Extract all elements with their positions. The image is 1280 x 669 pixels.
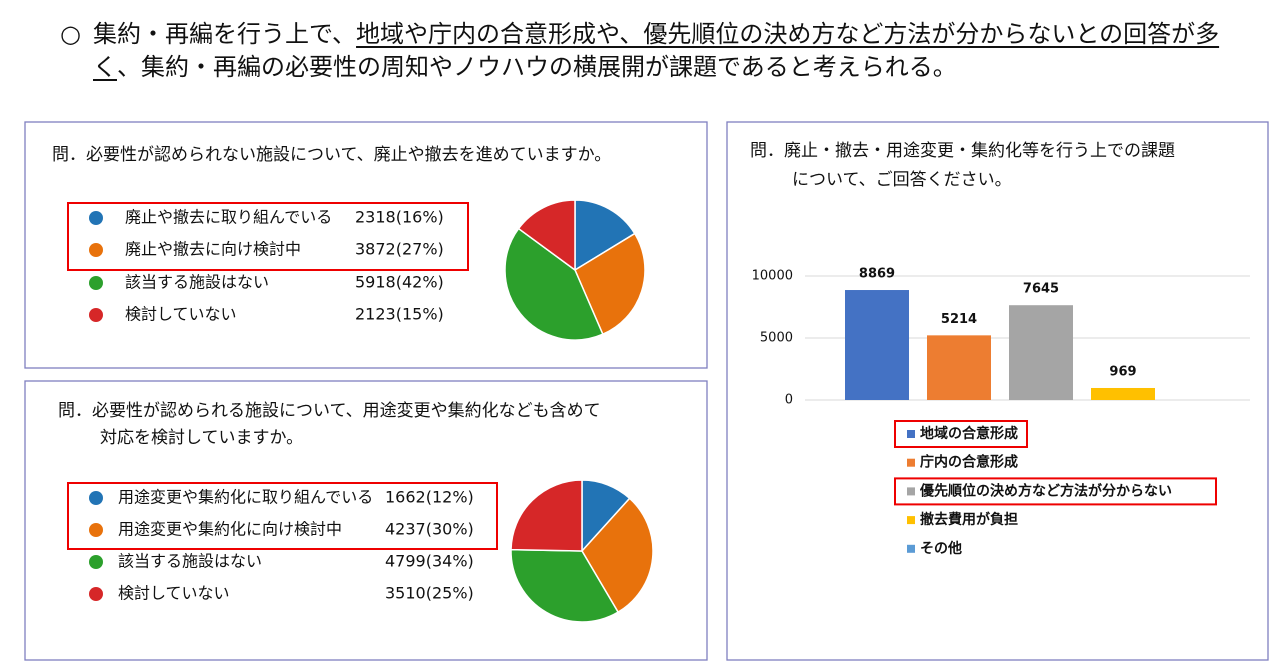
bar: [1009, 305, 1073, 400]
value-label: 2123(15%): [355, 305, 444, 324]
summary-segment: 地域や庁内の合意形成や、優先順位の決め方など方法が分からないとの回答が多く: [93, 20, 1220, 81]
legend-dot: [89, 211, 103, 225]
chart-title: 対応を検討していますか。: [100, 428, 303, 448]
summary: ○ 集約・再編を行う上で、地域や庁内の合意形成や、優先順位の決め方など方法が分か…: [60, 18, 1240, 84]
chart-title: 問．廃止・撤去・用途変更・集約化等を行う上での課題: [750, 141, 1175, 161]
data-label: 969: [1109, 364, 1136, 379]
summary-segment: 集約・再編を行う上で、: [93, 20, 357, 48]
value-label: 3872(27%): [355, 240, 444, 259]
pie-slice: [574, 199, 636, 272]
legend-swatch: [907, 487, 915, 496]
legend-label: 地域の合意形成: [920, 425, 1018, 442]
legend-dot: [89, 308, 103, 322]
y-tick-label: 5000: [760, 331, 793, 346]
summary-text: 集約・再編を行う上で、地域や庁内の合意形成や、優先順位の決め方など方法が分からな…: [93, 18, 1240, 84]
legend-label: 検討していない: [118, 584, 230, 603]
panel: [24, 380, 708, 661]
summary-segment: 、集約・再編の必要性の周知やノウハウの横展開が課題であると考えられる。: [117, 53, 957, 81]
highlight-box: [894, 420, 1028, 448]
data-label: 8869: [859, 267, 895, 282]
highlight-box: [67, 202, 469, 271]
legend-label: 検討していない: [125, 305, 237, 324]
legend-swatch: [907, 458, 915, 467]
legend-label: 廃止や撤去に取り組んでいる: [125, 208, 332, 227]
bar: [845, 290, 909, 400]
value-label: 3510(25%): [385, 584, 474, 603]
legend-swatch: [907, 516, 915, 525]
legend-label: 撤去費用が負担: [920, 511, 1018, 528]
value-label: 1662(12%): [385, 488, 474, 507]
bar: [927, 335, 991, 400]
value-label: 4799(34%): [385, 552, 474, 571]
pie-slice: [510, 548, 620, 623]
legend-dot: [89, 555, 103, 569]
highlight-box: [894, 477, 1217, 506]
y-tick-label: 0: [785, 393, 793, 408]
legend-dot: [89, 523, 103, 537]
value-label: 2318(16%): [355, 208, 444, 227]
pie-slice: [504, 227, 604, 341]
legend-label: 該当する施設はない: [125, 273, 269, 292]
data-label: 5214: [941, 312, 977, 327]
legend-dot: [89, 491, 103, 505]
legend-label: 庁内の合意形成: [920, 454, 1018, 471]
legend-label: 優先順位の決め方など方法が分からない: [919, 482, 1172, 499]
pie-slice: [510, 479, 583, 552]
legend-dot: [89, 276, 103, 290]
legend-label: その他: [920, 540, 962, 557]
legend-swatch: [907, 430, 915, 438]
value-label: 4237(30%): [385, 520, 474, 539]
chart-title: 問．必要性が認められない施設について、廃止や撤去を進めていますか。: [52, 145, 611, 165]
panel: [726, 121, 1269, 661]
legend-label: 該当する施設はない: [118, 552, 262, 571]
pie-slice: [517, 199, 576, 272]
chart-title: について、ご回答ください。: [792, 170, 1012, 190]
pie-slice: [581, 497, 654, 614]
y-tick-label: 10000: [752, 269, 793, 284]
legend-label: 廃止や撤去に向け検討中: [125, 240, 301, 259]
chart-title: 問．必要性が認められる施設について、用途変更や集約化なども含めて: [58, 401, 601, 421]
value-label: 5918(42%): [355, 273, 444, 292]
legend-label: 用途変更や集約化に取り組んでいる: [118, 488, 373, 507]
data-label: 7645: [1023, 282, 1059, 297]
legend-dot: [89, 587, 103, 601]
panel: [24, 121, 708, 369]
highlight-box: [67, 482, 498, 550]
legend-swatch: [907, 544, 915, 553]
bar: [1091, 387, 1155, 400]
bullet-marker: ○: [60, 20, 81, 48]
legend-label: 用途変更や集約化に向け検討中: [118, 520, 342, 539]
legend-dot: [89, 243, 103, 257]
